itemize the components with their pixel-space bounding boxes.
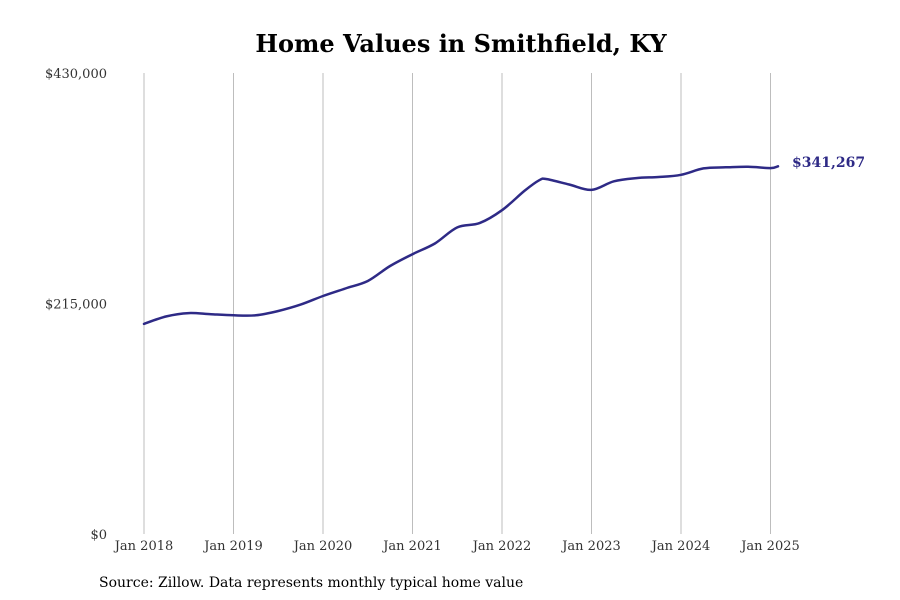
y-axis-ticks: $0 $215,000 $430,000 <box>45 67 107 543</box>
x-tick-label: Jan 2022 <box>471 539 532 554</box>
x-tick-label: Jan 2025 <box>739 539 800 554</box>
gridlines <box>143 73 771 534</box>
x-tick-label: Jan 2019 <box>202 539 263 554</box>
x-tick-label: Jan 2023 <box>560 539 621 554</box>
series-layer <box>142 165 780 326</box>
chart-title: Home Values in Smithfield, KY <box>255 29 667 58</box>
series-line <box>142 165 780 326</box>
x-axis-ticks: Jan 2018 Jan 2019 Jan 2020 Jan 2021 Jan 2022… <box>113 539 800 554</box>
x-tick-label: Jan 2018 <box>113 539 174 554</box>
end-value-label: $341,267 <box>792 155 865 171</box>
x-tick-label: Jan 2020 <box>292 539 353 554</box>
y-tick-label: $0 <box>90 528 107 543</box>
x-tick-label: Jan 2021 <box>381 539 442 554</box>
y-tick-label: $215,000 <box>45 298 107 313</box>
y-tick-label: $430,000 <box>45 67 107 82</box>
x-tick-label: Jan 2024 <box>650 539 711 554</box>
source-note: Source: Zillow. Data represents monthly … <box>99 575 523 591</box>
